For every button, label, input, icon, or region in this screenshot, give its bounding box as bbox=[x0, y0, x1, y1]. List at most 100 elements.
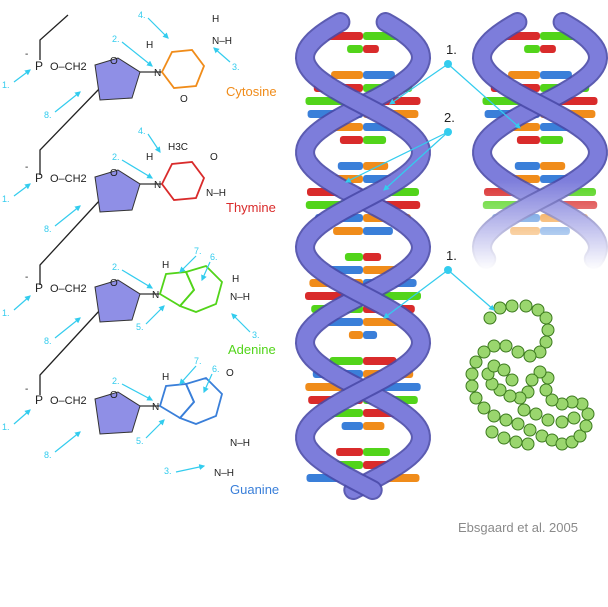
amino-acid-bead bbox=[525, 373, 539, 387]
base-ring-six bbox=[178, 376, 224, 425]
amino-acid-bead bbox=[541, 413, 555, 427]
base-pair-right bbox=[363, 448, 390, 456]
nucleotide-thymine: - P O–CH2 O Thymine H3C O N–H H N bbox=[25, 142, 276, 215]
phosphate-label: P bbox=[35, 281, 43, 295]
base-name: Cytosine bbox=[226, 84, 277, 99]
amino-acid-bead bbox=[573, 429, 587, 443]
phosphate-charge: - bbox=[25, 272, 28, 283]
sugar-ring bbox=[94, 391, 141, 435]
ring-oxygen: O bbox=[110, 278, 118, 289]
base-pair-left bbox=[339, 136, 363, 144]
pointer-8: 8. bbox=[44, 336, 52, 346]
phosphate-charge: - bbox=[25, 384, 28, 395]
amino-acid-bead bbox=[555, 415, 569, 429]
sugar-ring bbox=[94, 279, 141, 323]
pointer-2: 2. bbox=[112, 34, 120, 44]
atom-h: H bbox=[162, 372, 169, 383]
ch2-label: O–CH2 bbox=[50, 173, 87, 185]
phosphate-label: P bbox=[35, 171, 43, 185]
base-ring bbox=[160, 49, 206, 89]
amino-acid-bead bbox=[503, 389, 517, 403]
pointer-4: 4. bbox=[138, 126, 146, 136]
base-name: Guanine bbox=[230, 482, 279, 497]
amino-acid-bead bbox=[465, 379, 479, 393]
base-pair-left bbox=[348, 331, 363, 339]
atom-n: N bbox=[152, 290, 159, 301]
amino-acid-bead bbox=[529, 407, 543, 421]
amino-acid-bead bbox=[497, 363, 511, 377]
atom-methyl: H3C bbox=[168, 142, 188, 153]
backbone-strand bbox=[39, 14, 101, 395]
base-name: Thymine bbox=[226, 200, 276, 215]
nucleotide-guanine: - P O–CH2 O Guanine N O N–H H N–H bbox=[25, 368, 279, 497]
amino-acid-bead bbox=[497, 431, 511, 445]
amino-acid-bead bbox=[579, 419, 593, 433]
ch2-label: O–CH2 bbox=[50, 395, 87, 407]
helix-fade bbox=[470, 180, 608, 270]
amino-acid-bead bbox=[505, 299, 519, 313]
amino-acid-bead bbox=[541, 323, 555, 337]
amino-acid-bead bbox=[469, 391, 483, 405]
pointer-6: 6. bbox=[210, 252, 218, 262]
amino-acid-bead bbox=[487, 409, 501, 423]
amino-acid-bead bbox=[465, 367, 479, 381]
amino-acid-bead bbox=[517, 403, 531, 417]
base-pair-right bbox=[363, 227, 393, 235]
amino-acid-bead bbox=[545, 393, 559, 407]
base-pair-right bbox=[363, 45, 379, 53]
base-pair-right bbox=[540, 136, 564, 144]
amino-acid-bead bbox=[539, 311, 553, 325]
phosphate-label: P bbox=[35, 59, 43, 73]
base-pair-left bbox=[514, 162, 540, 170]
amino-acid-bead bbox=[519, 299, 533, 313]
amino-acid-bead bbox=[485, 425, 499, 439]
pointer-1: 1. bbox=[2, 80, 10, 90]
callout-label-2: 2. bbox=[444, 110, 455, 125]
amino-acid-bead bbox=[487, 339, 501, 353]
atom-o: O bbox=[180, 94, 188, 105]
citation-credit: Ebsgaard et al. 2005 bbox=[458, 520, 578, 535]
double-helix bbox=[294, 12, 432, 500]
atom-h: H bbox=[146, 152, 153, 163]
pointer-1: 1. bbox=[2, 194, 10, 204]
nucleotide-cytosine: - P O–CH2 O Cytosine N–H H O H N bbox=[25, 14, 277, 105]
pointer-3: 3. bbox=[252, 330, 260, 340]
amino-acid-bead bbox=[533, 365, 547, 379]
amino-acid-bead bbox=[477, 345, 491, 359]
amino-acid-bead bbox=[477, 401, 491, 415]
pointer-1: 1. bbox=[2, 308, 10, 318]
amino-acid-bead bbox=[511, 345, 525, 359]
left-pointer-numbers: 1. 8. 2. 4. 3. 1. 8. 2. 4. 1. 8. 2. 7. 6… bbox=[2, 10, 260, 476]
helix-strand-b-fill bbox=[296, 14, 430, 498]
atom-n: N bbox=[152, 402, 159, 413]
base-pair-left bbox=[524, 45, 540, 53]
amino-acid-bead bbox=[539, 383, 553, 397]
amino-acid-bead bbox=[511, 417, 525, 431]
base-pair-left bbox=[329, 357, 363, 365]
base-pair-left bbox=[516, 136, 540, 144]
ch2-label: O–CH2 bbox=[50, 61, 87, 73]
nucleotide-adenine: - P O–CH2 O Adenine N H N–H H bbox=[25, 260, 276, 357]
pointer-3: 3. bbox=[232, 62, 240, 72]
atom-n: N bbox=[154, 180, 161, 191]
base-pair-right bbox=[363, 71, 395, 79]
base-pair-right bbox=[540, 71, 572, 79]
amino-acid-bead bbox=[539, 335, 553, 349]
base-pair-left bbox=[336, 448, 363, 456]
pointer-5: 5. bbox=[136, 436, 144, 446]
amino-acid-bead bbox=[483, 311, 497, 325]
atom-o: O bbox=[210, 152, 218, 163]
pointer-2: 2. bbox=[112, 152, 120, 162]
helix-callouts bbox=[344, 63, 521, 319]
pointer-8: 8. bbox=[44, 110, 52, 120]
atom-nh: N–H bbox=[206, 188, 226, 199]
phosphate-charge: - bbox=[25, 49, 28, 60]
pointer-2: 2. bbox=[112, 262, 120, 272]
base-pair-right bbox=[363, 331, 378, 339]
phosphate-charge: - bbox=[25, 162, 28, 173]
atom-h2: H bbox=[212, 14, 219, 25]
base-pair-left bbox=[337, 162, 363, 170]
amino-acid-bead bbox=[499, 339, 513, 353]
pointer-1: 1. bbox=[2, 422, 10, 432]
